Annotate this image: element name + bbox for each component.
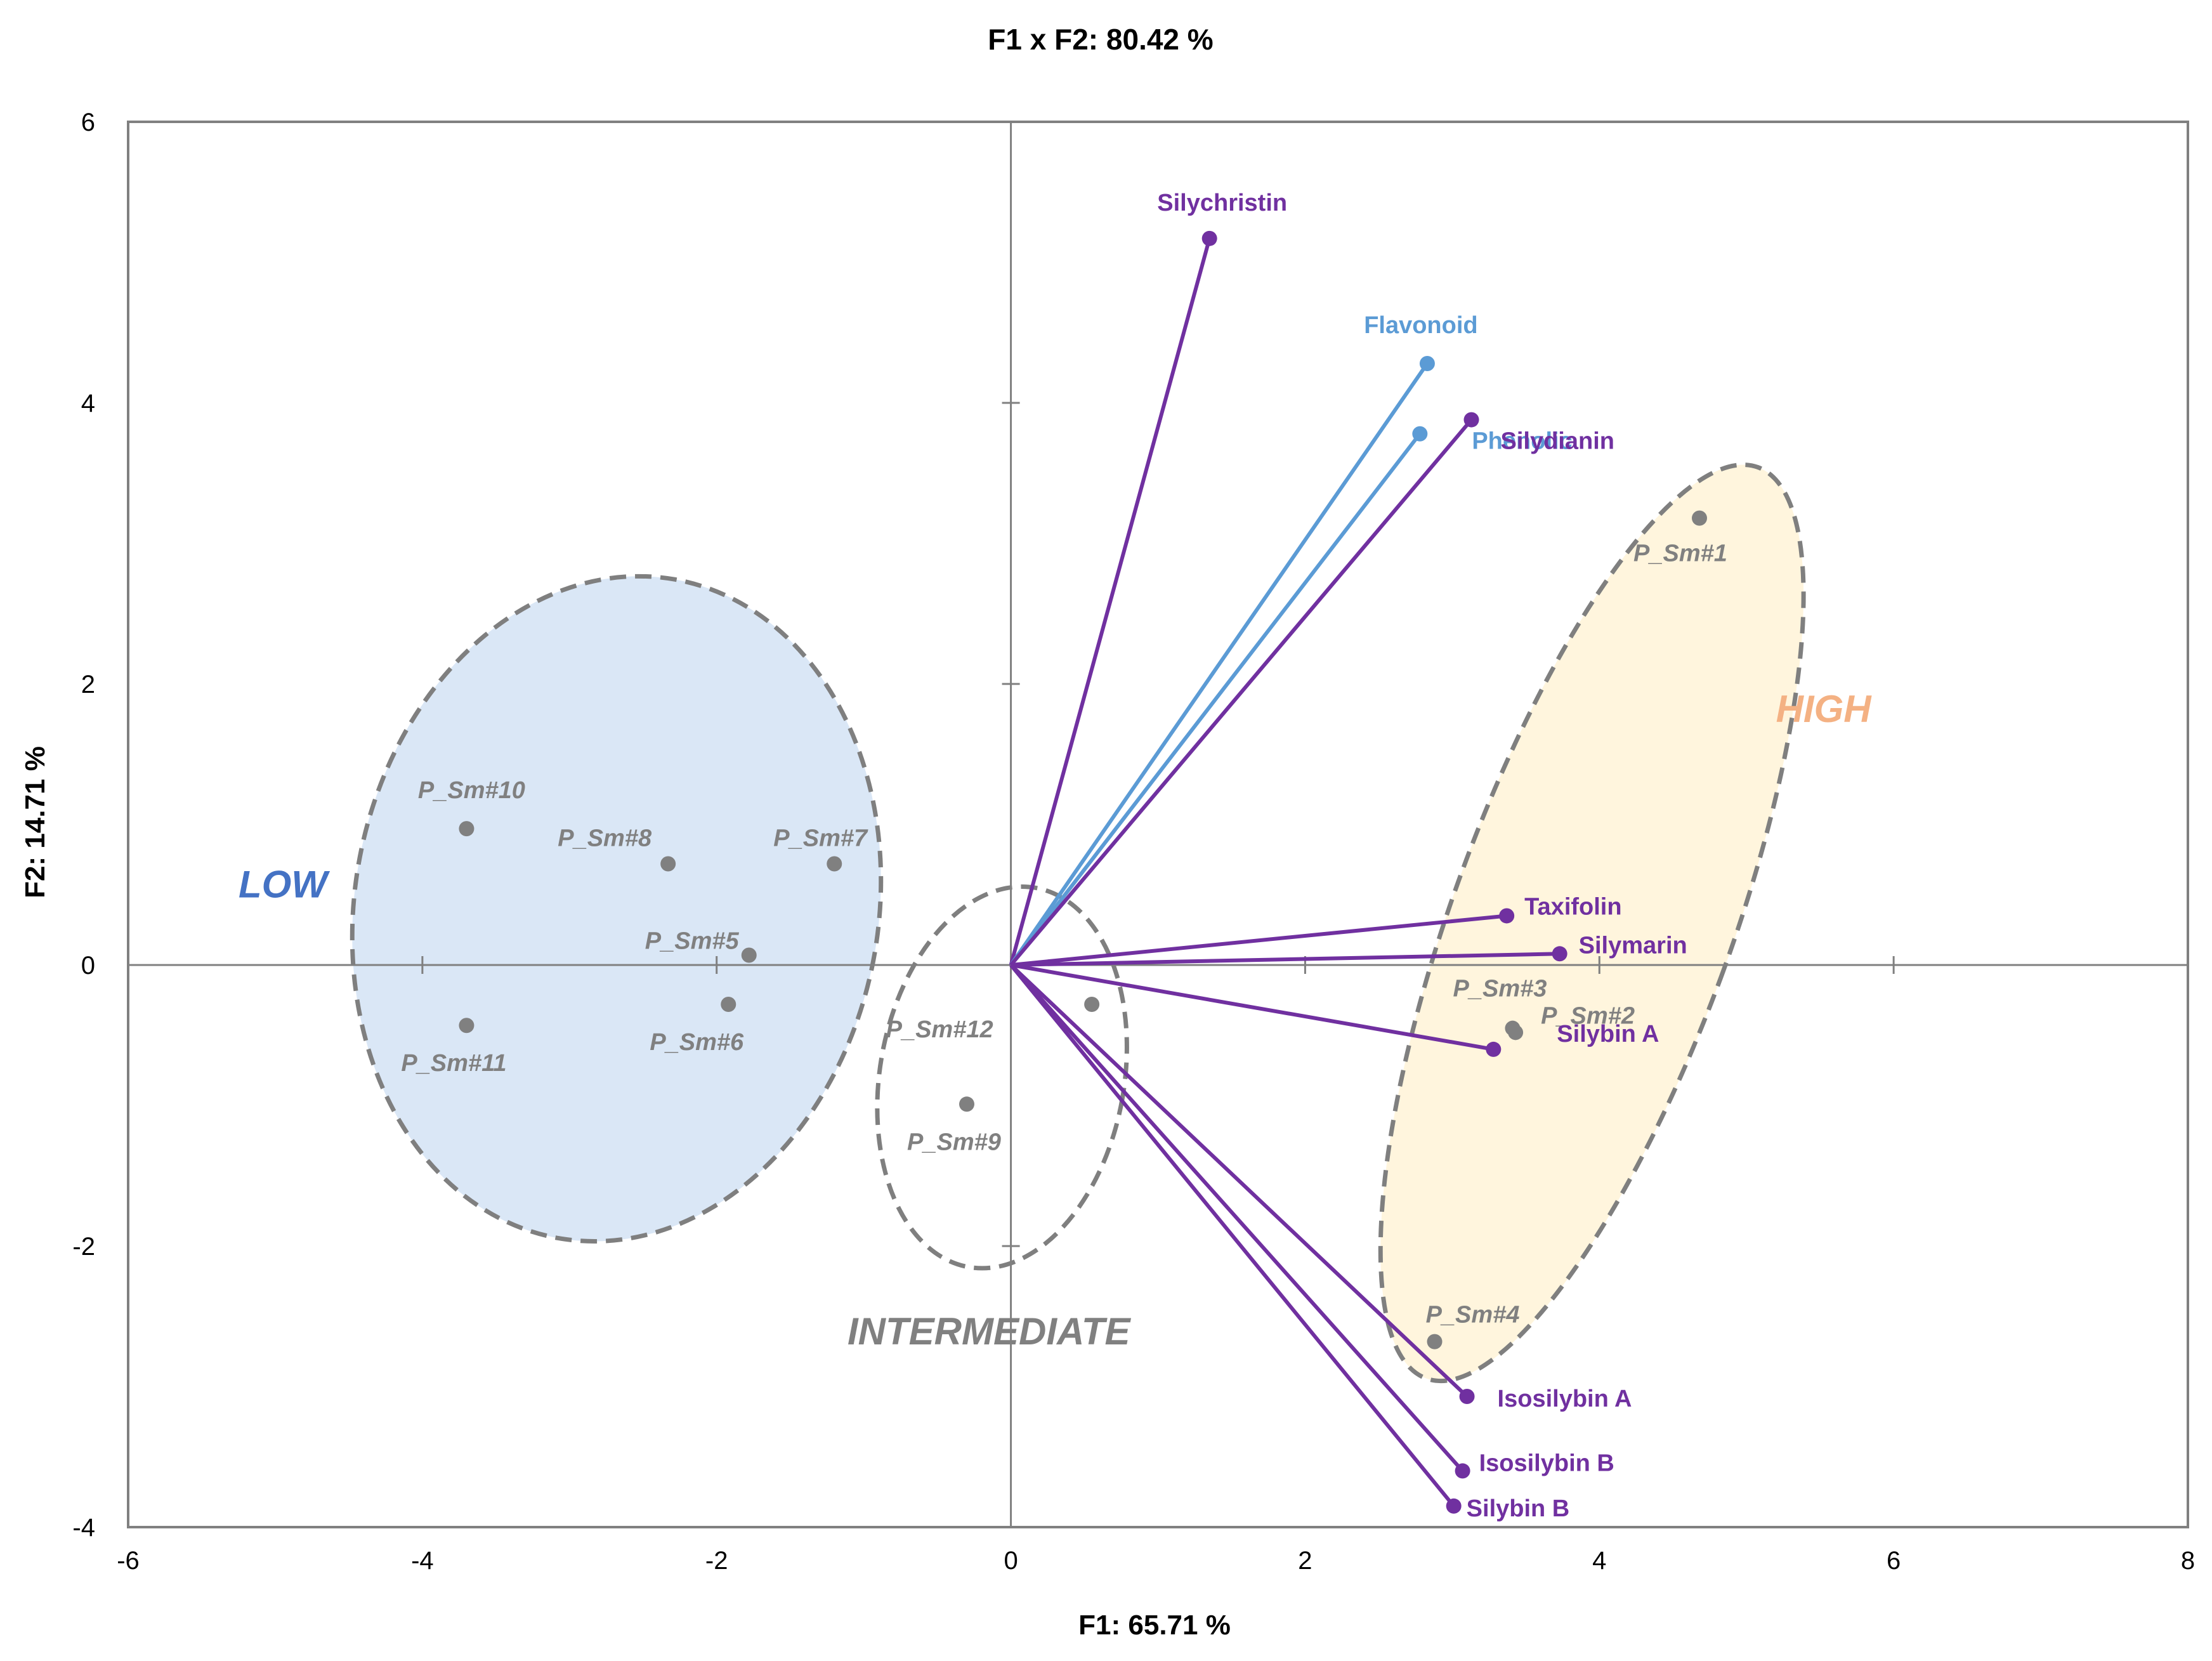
observation-label: P_Sm#3 bbox=[1453, 976, 1547, 1002]
variable-label: Taxifolin bbox=[1524, 893, 1621, 920]
variable-label: Silymarin bbox=[1579, 932, 1687, 959]
observation-point-p-sm-12 bbox=[1084, 997, 1100, 1013]
observation-label: P_Sm#2 bbox=[1541, 1002, 1635, 1029]
observation-label: P_Sm#11 bbox=[401, 1050, 506, 1077]
vector-taxifolin bbox=[1011, 914, 1507, 967]
variable-label: Flavonoid bbox=[1364, 312, 1477, 339]
chart-title: F1 x F2: 80.42 % bbox=[988, 23, 1213, 56]
variable-label: Silydianin bbox=[1501, 428, 1614, 455]
y-tick-label: 4 bbox=[81, 390, 95, 417]
x-tick-label: 2 bbox=[1298, 1547, 1312, 1575]
plot-area-frame bbox=[127, 121, 2189, 1528]
y-tick-label: -4 bbox=[72, 1514, 95, 1542]
x-tick-label: 0 bbox=[1004, 1547, 1018, 1575]
vector-tip-silydianin bbox=[1463, 412, 1479, 428]
y-axis-title: F2: 14.71 % bbox=[20, 746, 51, 898]
observation-label: P_Sm#7 bbox=[773, 825, 868, 852]
group-ellipse-low bbox=[350, 574, 884, 1244]
group-ellipse-high bbox=[1378, 463, 1806, 1384]
observation-point-p-sm-8 bbox=[660, 856, 676, 872]
group-label-intermediate: INTERMEDIATE bbox=[847, 1310, 1132, 1353]
vector-tip-isosilybin-b bbox=[1455, 1463, 1470, 1479]
vector-silybin-a bbox=[1011, 963, 1494, 1051]
vector-tip-taxifolin bbox=[1499, 908, 1515, 924]
vector-phenolic bbox=[1009, 432, 1422, 966]
x-tick-label: -6 bbox=[117, 1547, 140, 1575]
vector-isosilybin-a bbox=[1009, 963, 1469, 1398]
vector-silymarin bbox=[1011, 952, 1560, 967]
observation-label: P_Sm#4 bbox=[1426, 1302, 1520, 1329]
x-axis-title: F1: 65.71 % bbox=[1078, 1610, 1231, 1641]
observation-point-p-sm-4 bbox=[1427, 1334, 1443, 1349]
x-tick-label: -4 bbox=[411, 1547, 434, 1575]
observation-point-p-sm-9 bbox=[959, 1096, 974, 1112]
observation-point-p-sm-1 bbox=[1691, 510, 1707, 526]
observation-label: P_Sm#6 bbox=[650, 1029, 744, 1056]
observation-label: P_Sm#1 bbox=[1633, 541, 1727, 567]
vector-tip-flavonoid bbox=[1419, 355, 1435, 371]
vector-tip-silymarin bbox=[1552, 946, 1567, 962]
observation-label: P_Sm#9 bbox=[907, 1129, 1001, 1155]
observation-point-p-sm-6 bbox=[721, 997, 736, 1013]
observation-point-p-sm-10 bbox=[459, 821, 474, 837]
vector-silybin-b bbox=[1009, 964, 1455, 1507]
y-tick-label: -2 bbox=[72, 1233, 95, 1261]
x-tick-label: 8 bbox=[2181, 1547, 2195, 1575]
variable-label: Phenolic bbox=[1472, 428, 1572, 455]
observation-point-p-sm-5 bbox=[741, 947, 757, 963]
y-tick-label: 0 bbox=[81, 952, 95, 980]
vector-silychristin bbox=[1009, 238, 1212, 966]
variable-label: Silychristin bbox=[1157, 190, 1287, 216]
observation-label: P_Sm#10 bbox=[418, 777, 525, 804]
vector-silydianin bbox=[1009, 418, 1473, 966]
group-label-low: LOW bbox=[239, 863, 330, 906]
vector-flavonoid bbox=[1009, 362, 1429, 966]
variable-label: Isosilybin B bbox=[1479, 1450, 1614, 1476]
variable-label: Silybin B bbox=[1467, 1495, 1570, 1522]
x-tick-label: 6 bbox=[1887, 1547, 1901, 1575]
observation-point-p-sm-11 bbox=[459, 1018, 474, 1034]
observation-label: P_Sm#12 bbox=[886, 1016, 993, 1043]
variable-label: Isosilybin A bbox=[1498, 1386, 1632, 1412]
y-tick-label: 2 bbox=[81, 671, 95, 699]
observation-label: P_Sm#8 bbox=[558, 825, 652, 852]
x-tick-label: -2 bbox=[705, 1547, 728, 1575]
vector-tip-silybin-b bbox=[1446, 1498, 1462, 1514]
vector-tip-phenolic bbox=[1412, 426, 1428, 442]
y-tick-label: 6 bbox=[81, 108, 95, 136]
vector-isosilybin-b bbox=[1009, 964, 1464, 1473]
observation-point-p-sm-3 bbox=[1505, 1020, 1521, 1036]
observation-point-p-sm-7 bbox=[827, 856, 842, 872]
variable-label: Silybin A bbox=[1557, 1021, 1659, 1047]
observation-label: P_Sm#5 bbox=[645, 928, 740, 954]
x-tick-label: 4 bbox=[1592, 1547, 1606, 1575]
vector-tip-isosilybin-a bbox=[1459, 1389, 1475, 1405]
vector-tip-silychristin bbox=[1201, 230, 1217, 246]
group-label-high: HIGH bbox=[1776, 688, 1873, 730]
vector-tip-silybin-a bbox=[1486, 1041, 1502, 1057]
